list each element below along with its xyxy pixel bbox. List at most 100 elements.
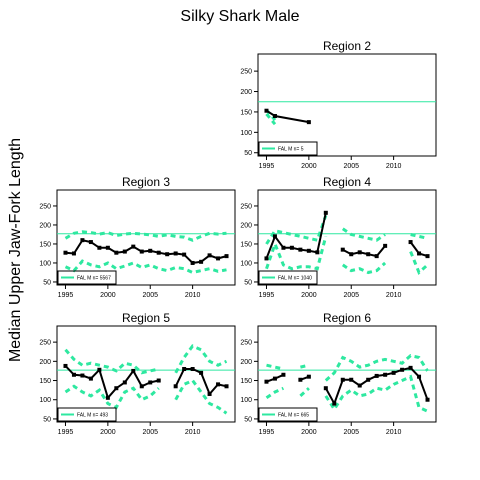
lower-ci-line: [265, 113, 277, 126]
x-tick-label: 1995: [58, 429, 74, 436]
median-point: [417, 374, 422, 379]
plot-frame: [56, 189, 236, 286]
y-tick-label: 100: [240, 397, 252, 404]
x-tick-label: 2005: [343, 292, 359, 299]
median-point: [281, 245, 286, 250]
median-point: [190, 367, 195, 372]
y-tick-label: 200: [240, 359, 252, 366]
panel-region-2: Region 2 1995 2000 2005 2010 50 100 150 200 250 FA…: [240, 39, 437, 170]
x-tick-label: 2010: [185, 429, 201, 436]
median-point: [340, 377, 345, 382]
y-tick-label: 100: [39, 260, 51, 267]
median-line: [265, 212, 428, 259]
x-tick-label: 2000: [100, 429, 116, 436]
y-tick-label: 200: [39, 222, 51, 229]
legend-box: [57, 407, 117, 422]
upper-ci-line: [266, 353, 429, 382]
median-point: [148, 380, 153, 385]
panel-title: Region 5: [122, 311, 170, 325]
panel-region-4: Region 4 1995 2000 2005 2010 50 100 150 200 250 FA…: [240, 175, 437, 299]
median-point: [323, 386, 328, 391]
median-point: [190, 260, 195, 265]
y-tick-label: 100: [240, 260, 252, 267]
median-point: [63, 250, 68, 255]
x-tick-label: 2005: [142, 292, 158, 299]
panel-title: Region 2: [323, 39, 371, 53]
y-tick-label: 50: [244, 416, 252, 423]
median-point: [224, 384, 229, 389]
median-point: [114, 250, 119, 255]
legend-label: FAL M n= 665: [278, 413, 309, 419]
x-tick-label: 2005: [343, 429, 359, 436]
y-tick-label: 50: [244, 279, 252, 286]
y-tick-label: 200: [240, 222, 252, 229]
y-tick-label: 50: [43, 416, 51, 423]
median-point: [272, 376, 277, 381]
median-point: [264, 256, 269, 261]
median-point: [417, 251, 422, 256]
median-point: [199, 259, 204, 264]
median-point: [63, 363, 68, 368]
median-point: [131, 368, 136, 373]
y-tick-label: 150: [240, 109, 252, 116]
median-point: [383, 372, 388, 377]
median-point: [340, 247, 345, 252]
median-point: [148, 248, 153, 253]
median-point: [173, 384, 178, 389]
median-point: [357, 383, 362, 388]
y-tick-label: 50: [43, 279, 51, 286]
panel-title: Region 4: [323, 175, 371, 189]
median-point: [306, 120, 311, 125]
median-point: [80, 373, 85, 378]
median-point: [207, 253, 212, 258]
y-tick-label: 100: [240, 130, 252, 137]
y-tick-label: 150: [240, 241, 252, 248]
median-point: [71, 251, 76, 256]
median-point: [216, 256, 221, 261]
median-point: [199, 370, 204, 375]
lower-ci-line: [64, 378, 228, 415]
y-tick-label: 100: [39, 397, 51, 404]
y-tick-label: 150: [240, 378, 252, 385]
lower-ci-line: [265, 374, 429, 413]
median-point: [306, 248, 311, 253]
median-point: [80, 238, 85, 243]
x-tick-label: 2010: [185, 292, 201, 299]
median-point: [349, 377, 354, 382]
x-tick-label: 2000: [301, 429, 317, 436]
panel-region-5: Region 5 1995 2000 2005 2010 50 100 150 200 250 FA…: [39, 311, 236, 436]
median-point: [272, 114, 277, 119]
median-point: [122, 380, 127, 385]
y-tick-label: 50: [244, 150, 252, 157]
legend-box: [57, 270, 117, 285]
panel-title: Region 6: [323, 311, 371, 325]
x-tick-label: 1995: [259, 429, 275, 436]
x-tick-label: 2010: [386, 429, 402, 436]
legend-label: FAL M n= 493: [77, 413, 108, 419]
median-point: [315, 250, 320, 255]
median-point: [165, 252, 170, 257]
median-point: [306, 374, 311, 379]
median-point: [264, 379, 269, 384]
x-tick-label: 1995: [58, 292, 74, 299]
median-point: [156, 250, 161, 255]
y-tick-label: 200: [240, 89, 252, 96]
lower-ci-line: [265, 236, 429, 276]
median-point: [425, 397, 430, 402]
x-tick-label: 2005: [343, 163, 359, 170]
legend-label: FAL M n= 1040: [278, 276, 312, 282]
panel-title: Region 3: [122, 175, 170, 189]
median-point: [408, 240, 413, 245]
median-point: [182, 367, 187, 372]
median-point: [366, 252, 371, 257]
y-tick-label: 150: [39, 378, 51, 385]
x-tick-label: 2000: [301, 163, 317, 170]
median-point: [97, 245, 102, 250]
median-line: [266, 366, 429, 407]
y-tick-label: 250: [240, 69, 252, 76]
median-point: [182, 252, 187, 257]
plot-frame: [257, 325, 437, 423]
median-point: [281, 372, 286, 377]
x-tick-label: 2000: [301, 292, 317, 299]
median-point: [114, 386, 119, 391]
